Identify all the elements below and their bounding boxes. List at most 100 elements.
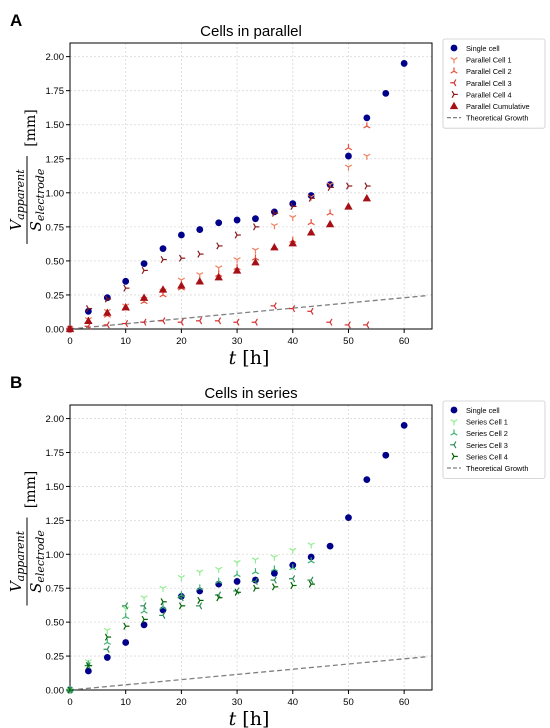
data-point [289,547,297,555]
data-point [195,602,203,610]
data-point [325,219,335,228]
data-point [307,192,315,199]
data-point [103,627,111,635]
data-point [216,242,223,250]
data-point [67,686,74,694]
plot-frame [69,404,433,691]
x-tick-label: 30 [232,336,243,347]
data-point [346,182,353,190]
series-parallel-cumulative [65,194,372,333]
data-point [104,633,112,641]
y-tick-label: 1.75 [46,86,65,97]
data-point [251,254,260,261]
legend-label: Single cell [466,406,500,415]
data-point [362,194,372,202]
data-point [177,594,184,602]
x-tick-label: 60 [399,336,410,347]
data-point [400,60,408,67]
data-point [289,564,297,571]
data-point [103,645,110,653]
legend-label: Series Cell 2 [466,429,508,438]
legend: Single cell Parallel Cell 1 Parallel Cell … [442,38,546,129]
data-point [159,245,167,253]
legend-swatch [451,90,458,99]
x-tick-label: 40 [287,336,298,347]
y-label-numerator: Vapparent [7,169,27,231]
data-point [233,318,240,326]
data-point [216,594,223,602]
data-point [382,89,390,97]
data-point [140,595,148,602]
data-point [326,209,334,216]
data-point [122,606,130,613]
data-point [121,303,130,311]
data-point [123,622,130,630]
data-point [345,514,352,522]
legend-box [442,38,546,129]
data-point [270,243,279,251]
chart-panel-b: B Cells in series 0 10 20 30 40 50 60 0.00 0.25 0.5… [7,373,546,728]
legend: Single cell Series Cell 1 Series Cell 2 Ser… [442,400,546,479]
data-point [158,285,168,293]
y-label-numerator: Vapparent [7,530,27,592]
data-point [122,639,130,646]
legend-swatch [450,44,458,52]
x-tick-label: 20 [176,336,187,347]
data-point [121,319,129,328]
legend-label: Parallel Cell 3 [466,79,512,88]
data-point [308,194,315,202]
data-point [103,321,110,329]
y-tick-label: 0.00 [46,325,65,336]
data-point [326,318,333,326]
legend-label: Parallel Cell 2 [466,67,512,76]
legend-swatch [450,79,457,87]
legend-box [442,400,546,479]
data-point [271,209,279,217]
data-point [344,321,351,329]
data-point [344,202,353,210]
data-point [327,183,334,191]
data-point [326,542,334,550]
x-tick-label: 20 [176,697,187,708]
chart-panel-a: A Cells in parallel 0 10 20 30 40 50 60 0.00 0.25 0… [7,11,546,369]
data-point [85,304,93,313]
data-point [159,611,166,619]
data-point [252,215,259,223]
data-point [306,228,316,236]
series-single-cell [66,60,408,333]
data-point [288,239,297,247]
data-point [160,255,167,264]
data-point [270,302,277,310]
y-label-denominator: Selectrode [27,168,47,231]
theoretical-growth-line [69,294,427,330]
legend-swatch [450,406,458,414]
data-point [121,602,129,610]
data-point [159,603,167,610]
data-point [232,266,242,274]
data-point [251,577,258,586]
panel-label: B [10,373,22,392]
data-point [140,260,148,268]
data-point [345,152,352,160]
data-point [233,560,241,567]
data-point [214,273,223,281]
legend-label: Parallel Cell 4 [466,90,512,99]
legend-label: Series Cell 1 [466,418,508,427]
x-tick-label: 10 [120,336,131,347]
data-point [140,621,148,629]
data-point [197,596,204,605]
data-point [141,266,148,275]
data-point [307,576,314,584]
y-tick-label: 0.50 [46,256,65,267]
legend-swatch [449,101,459,110]
data-point [307,218,315,226]
data-point [65,324,75,333]
data-point [363,122,371,129]
chart-title: Cells in series [204,385,297,402]
data-point [234,231,241,239]
data-point [307,557,315,564]
data-point [290,581,297,590]
data-point [289,200,297,208]
legend-label: Series Cell 3 [466,441,508,450]
